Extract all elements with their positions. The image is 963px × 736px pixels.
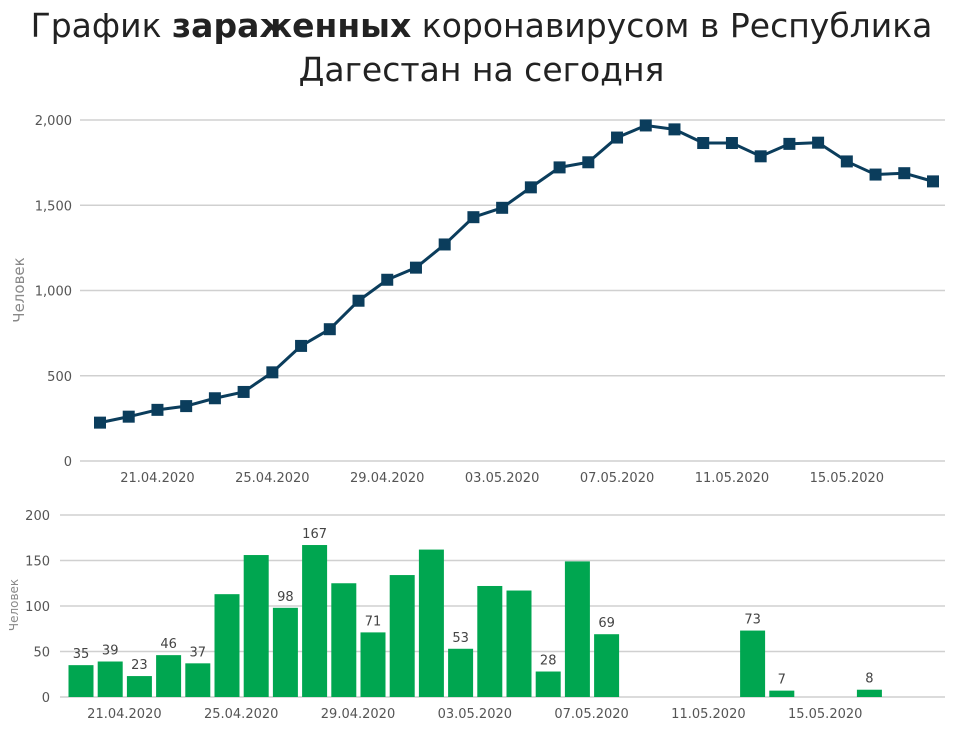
data-point-marker [122, 410, 135, 423]
y-tick-label: 150 [25, 555, 50, 570]
bar [126, 676, 152, 697]
bar [331, 583, 357, 697]
bar [418, 549, 444, 697]
title-line2: Дагестан на сегодня [298, 50, 665, 89]
bar-data-label: 73 [744, 613, 761, 628]
x-tick-label: 21.04.2020 [120, 471, 194, 486]
data-point-marker [840, 155, 853, 168]
x-tick-label: 29.04.2020 [350, 471, 424, 486]
data-point-marker [381, 273, 394, 286]
data-point-marker [409, 261, 422, 274]
bar-data-label: 46 [160, 637, 177, 652]
y-tick-label: 1,000 [35, 285, 72, 300]
data-point-marker [697, 137, 710, 150]
bar-data-label: 37 [190, 645, 207, 660]
data-point-marker [438, 238, 451, 251]
bar-data-label: 69 [598, 616, 615, 631]
y-tick-label: 100 [25, 600, 50, 615]
data-point-marker [754, 150, 767, 163]
bar [477, 585, 503, 697]
bar [185, 663, 211, 697]
data-point-marker [323, 323, 336, 336]
bar-data-label: 53 [452, 631, 469, 646]
x-tick-label: 03.05.2020 [438, 707, 512, 722]
y-tick-label: 200 [25, 509, 50, 524]
bar [360, 632, 386, 697]
bar [769, 690, 795, 697]
data-point-marker [208, 392, 221, 405]
data-point-marker [927, 175, 939, 188]
data-point-marker [295, 339, 308, 352]
y-tick-label: 1,500 [35, 199, 72, 214]
data-point-marker [725, 137, 738, 150]
y-tick-label: 0 [64, 455, 72, 470]
line-chart: 0 500 1,000 1,500 2,000 21.04.2020 25.04.2020 2… [10, 114, 945, 486]
bar [564, 561, 590, 697]
x-tick-label: 25.04.2020 [235, 471, 309, 486]
data-point-marker [151, 403, 164, 416]
chart-title: График зараженных коронавирусом в Респуб… [0, 4, 963, 92]
bar-data-label: 35 [73, 647, 90, 662]
data-point-marker [869, 168, 882, 181]
y-tick-label: 500 [47, 370, 72, 385]
title-suffix: коронавирусом в Республика [411, 6, 933, 45]
data-point-marker [582, 156, 595, 169]
data-point-marker [639, 119, 652, 132]
bar-data-label: 23 [131, 658, 148, 673]
y-axis-label: Человек [10, 257, 28, 322]
data-point-marker [352, 294, 365, 307]
data-point-marker [524, 181, 537, 194]
bar [156, 655, 182, 697]
data-point-marker [496, 201, 509, 214]
data-point-marker [180, 400, 193, 413]
x-tick-label: 11.05.2020 [671, 707, 745, 722]
data-point-marker [611, 131, 624, 144]
y-tick-label: 50 [33, 646, 50, 661]
bar-data-label: 71 [365, 614, 382, 629]
x-tick-label: 11.05.2020 [695, 471, 769, 486]
data-point-marker [783, 137, 796, 150]
title-bold-word: зараженных [172, 6, 412, 45]
bar [243, 555, 269, 697]
x-tick-label: 21.04.2020 [87, 707, 161, 722]
data-point-marker [668, 123, 681, 136]
bar [214, 594, 240, 697]
y-tick-label: 2,000 [35, 114, 72, 129]
bar [448, 648, 474, 697]
bar [97, 661, 123, 697]
bar [272, 607, 298, 697]
bar-data-label: 39 [102, 644, 119, 659]
bar [535, 671, 561, 697]
data-point-marker [898, 167, 911, 180]
bar [506, 590, 532, 697]
bar [594, 634, 620, 697]
data-point-marker [94, 416, 106, 429]
x-tick-label: 25.04.2020 [204, 707, 278, 722]
bar [389, 575, 415, 697]
x-tick-label: 07.05.2020 [580, 471, 654, 486]
bar-data-label: 167 [302, 527, 327, 542]
data-point-marker [553, 161, 566, 174]
bar [856, 689, 882, 697]
data-point-marker [812, 136, 825, 149]
bar-data-label: 98 [277, 590, 294, 605]
bar [302, 545, 328, 697]
x-tick-label: 07.05.2020 [554, 707, 628, 722]
data-point-marker [237, 385, 250, 398]
bar-data-label: 8 [865, 672, 873, 687]
y-axis-label: Человек [7, 579, 21, 631]
bar [740, 630, 766, 697]
bar-data-label: 28 [540, 654, 557, 669]
x-tick-label: 03.05.2020 [465, 471, 539, 486]
x-tick-label: 15.05.2020 [788, 707, 862, 722]
y-tick-label: 0 [42, 691, 50, 706]
bar [68, 665, 94, 697]
title-prefix: График [30, 6, 172, 45]
data-point-marker [266, 366, 279, 379]
x-tick-label: 15.05.2020 [810, 471, 884, 486]
x-tick-label: 29.04.2020 [321, 707, 395, 722]
data-point-marker [467, 211, 480, 224]
bar-data-label: 7 [778, 673, 786, 688]
